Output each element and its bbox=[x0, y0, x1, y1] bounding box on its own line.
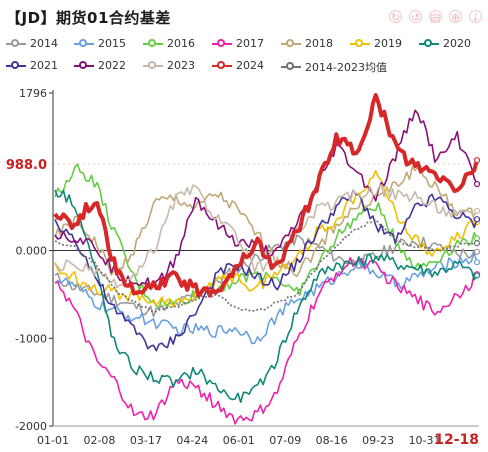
legend-swatch bbox=[6, 38, 26, 49]
chart-toolbar: ↻ ↺ ▤ ⊕ ⤓ bbox=[389, 10, 482, 24]
y-tick-label: 1796 bbox=[19, 87, 47, 100]
series-line bbox=[54, 256, 478, 425]
legend-label: 2016 bbox=[167, 37, 195, 50]
legend-item[interactable]: 2014-2023均值 bbox=[281, 59, 387, 75]
series-end-point bbox=[473, 180, 481, 188]
series-line bbox=[54, 234, 478, 318]
series-line bbox=[54, 183, 478, 289]
refresh-icon[interactable]: ↻ bbox=[389, 10, 402, 24]
highlight-label: 988.0 bbox=[6, 158, 47, 173]
legend-swatch bbox=[143, 38, 163, 49]
dataview-icon[interactable]: ▤ bbox=[429, 10, 442, 24]
series-end-point bbox=[473, 259, 481, 266]
legend-swatch bbox=[212, 60, 232, 71]
legend-item[interactable]: 2015 bbox=[74, 37, 126, 50]
series-line bbox=[54, 170, 478, 308]
zoom-icon[interactable]: ⊕ bbox=[449, 10, 462, 24]
download-icon[interactable]: ⤓ bbox=[469, 10, 482, 24]
legend-item[interactable]: 2017 bbox=[212, 37, 264, 50]
chart-title: 【JD】期货01合约基差 bbox=[6, 9, 171, 27]
legend-swatch bbox=[6, 60, 26, 71]
series-line bbox=[54, 252, 478, 345]
legend-item[interactable]: 2021 bbox=[6, 59, 58, 72]
series-end-point bbox=[473, 272, 481, 279]
x-tick-label: 08-16 bbox=[316, 434, 348, 447]
series-line bbox=[54, 163, 478, 309]
legend-item[interactable]: 2023 bbox=[143, 59, 195, 72]
x-tick-label: 01-01 bbox=[37, 434, 69, 447]
legend-swatch bbox=[281, 62, 301, 72]
x-tick-label: 07-09 bbox=[269, 434, 301, 447]
x-tick-label: 03-17 bbox=[130, 434, 162, 447]
series-end-point bbox=[473, 207, 481, 215]
series-end-point bbox=[473, 235, 481, 242]
series-line bbox=[54, 109, 478, 290]
legend-item[interactable]: 2020 bbox=[419, 37, 471, 50]
series-end-point bbox=[473, 219, 481, 226]
x-tick-label: 04-24 bbox=[176, 434, 208, 447]
legend-swatch bbox=[143, 60, 163, 71]
legend-swatch bbox=[74, 38, 94, 49]
legend-item[interactable]: 2018 bbox=[281, 37, 333, 50]
series-end-point bbox=[473, 240, 481, 247]
x-tick-label: 09-23 bbox=[362, 434, 394, 447]
legend-label: 2024 bbox=[236, 59, 264, 72]
y-tick-label: -2000 bbox=[15, 420, 47, 433]
legend-label: 2023 bbox=[167, 59, 195, 72]
x-tick-label: 10-31 bbox=[409, 434, 441, 447]
legend-swatch bbox=[350, 38, 370, 49]
series-line bbox=[54, 218, 478, 313]
legend-label: 2020 bbox=[443, 37, 471, 50]
legend-swatch bbox=[281, 38, 301, 49]
series-line bbox=[53, 93, 479, 298]
legend-item[interactable]: 2019 bbox=[350, 37, 402, 50]
legend-label: 2014-2023均值 bbox=[305, 61, 387, 74]
legend-swatch bbox=[419, 38, 439, 49]
series-end-point bbox=[473, 218, 481, 225]
legend-item[interactable]: 2022 bbox=[74, 59, 126, 72]
series-line bbox=[54, 189, 478, 404]
y-tick-label: 0.000 bbox=[16, 245, 48, 258]
legend-item[interactable]: 2014 bbox=[6, 37, 58, 50]
series-end-point bbox=[473, 271, 481, 278]
legend-label: 2018 bbox=[305, 37, 333, 50]
legend-label: 2019 bbox=[374, 37, 402, 50]
legend-swatch bbox=[74, 60, 94, 71]
series-line bbox=[54, 189, 478, 352]
legend-label: 2015 bbox=[98, 37, 126, 50]
legend-swatch bbox=[212, 38, 232, 49]
y-tick-label: -1000 bbox=[15, 332, 47, 345]
restore-icon[interactable]: ↺ bbox=[409, 10, 422, 24]
series-end-point bbox=[473, 216, 481, 223]
legend-label: 2017 bbox=[236, 37, 264, 50]
x-tick-label: 02-08 bbox=[83, 434, 115, 447]
legend-item[interactable]: 2024 bbox=[212, 59, 264, 72]
x-tick-label: 12-18 bbox=[434, 432, 479, 448]
x-tick-label: 06-01 bbox=[223, 434, 255, 447]
series-line bbox=[54, 166, 478, 278]
legend-item[interactable]: 2016 bbox=[143, 37, 195, 50]
legend-label: 2014 bbox=[30, 37, 58, 50]
series-end-point bbox=[473, 157, 481, 164]
legend-label: 2022 bbox=[98, 59, 126, 72]
series-end-point bbox=[473, 248, 481, 255]
legend-label: 2021 bbox=[30, 59, 58, 72]
